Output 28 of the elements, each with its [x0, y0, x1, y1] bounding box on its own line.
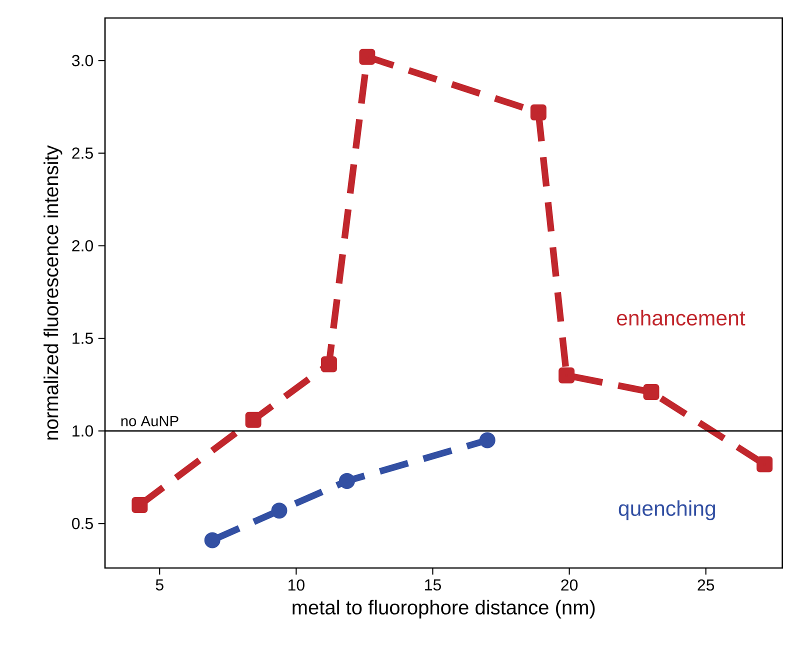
- point: [320, 356, 337, 372]
- y-axis-title: normalized fluorescence intensity: [44, 145, 62, 440]
- point: [558, 367, 575, 384]
- text: enhancement: [617, 310, 746, 326]
- point: [359, 48, 376, 65]
- point: [756, 456, 773, 472]
- text: quenching: [618, 500, 716, 520]
- point: [204, 532, 220, 548]
- x-tick-label: 5: [156, 579, 164, 591]
- y-tick-label: 0.5: [72, 518, 93, 530]
- y-tick-label: 1.0: [72, 425, 94, 437]
- y-tick-label: 3.0: [72, 54, 94, 66]
- point: [530, 104, 546, 120]
- x-tick-label: 25: [698, 579, 714, 591]
- y-tick-label: 2.0: [72, 240, 94, 252]
- point: [338, 472, 355, 489]
- y-tick-label: 1.5: [72, 332, 93, 344]
- x-axis-title: metal to fluorophore distance (nm): [292, 600, 595, 618]
- y-tick-label: 2.5: [72, 148, 93, 159]
- point: [245, 412, 262, 428]
- point: [479, 432, 496, 448]
- x-tick-label: 10: [288, 579, 304, 591]
- point: [271, 502, 288, 519]
- x-tick-label: 20: [561, 579, 578, 591]
- x-tick-label: 15: [425, 579, 441, 591]
- point: [132, 497, 148, 514]
- point: [643, 384, 660, 400]
- ref-line-label: no AuNP: [121, 416, 178, 426]
